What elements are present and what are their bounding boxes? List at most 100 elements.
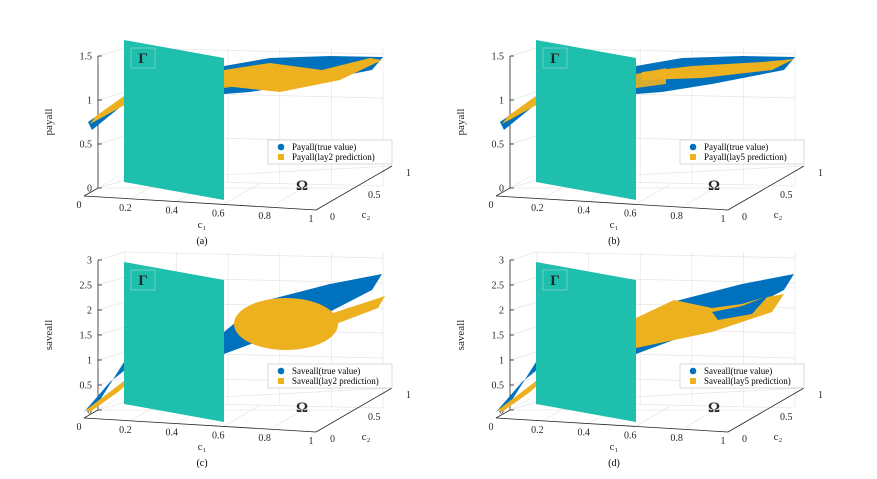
- z-tick-label: 1: [87, 96, 92, 107]
- z-tick-label: 2: [499, 306, 504, 317]
- legend-marker-true: [277, 367, 285, 375]
- legend-marker-pred: [690, 154, 696, 160]
- z-axis-base: [495, 187, 511, 197]
- z-axis-label: saveall: [455, 320, 467, 351]
- c1-tick-label: 0.6: [212, 208, 225, 219]
- gridline-z: [509, 251, 796, 261]
- panel-caption: (c): [196, 458, 207, 469]
- c1-tick-label: 0.2: [531, 425, 544, 436]
- c2-tick-label: 0: [330, 212, 335, 223]
- surface-true-left: [500, 82, 572, 130]
- z-axis-label: payall: [455, 109, 467, 136]
- legend-label-true: Payall(true value): [292, 142, 356, 152]
- omega-symbol: Ω: [708, 178, 720, 194]
- legend-marker-pred: [278, 378, 284, 384]
- c2-tick-label: 0.5: [368, 412, 381, 423]
- legend-marker-pred: [278, 154, 284, 160]
- c1-tick-label: 0.8: [670, 433, 683, 444]
- legend-marker-true: [277, 143, 285, 151]
- legend-marker-pred: [690, 378, 696, 384]
- c1-tick-label: 0.4: [578, 206, 591, 217]
- omega-symbol: Ω: [708, 400, 720, 416]
- surface-pred-right-tail: [330, 296, 385, 324]
- surface-pred-right: [224, 58, 382, 92]
- floor-grid: [269, 186, 305, 208]
- z-tick-label: 0.5: [492, 381, 505, 392]
- gamma-label-box: [542, 269, 568, 291]
- surface-pred-right: [642, 59, 794, 80]
- gamma-plane: [124, 262, 224, 422]
- chart-panel-d: 00.511.522.53saveall00.20.40.60.81c₁00.5…: [455, 251, 823, 469]
- c1-tick-label: 0.6: [624, 430, 637, 441]
- legend-label-pred: Payall(lay2 prediction): [292, 152, 375, 162]
- panel-caption: (d): [608, 458, 620, 469]
- c1-tick-label: 0.8: [258, 433, 271, 444]
- floor-grid: [269, 408, 305, 430]
- floor-grid: [681, 186, 717, 208]
- legend-label-pred: Saveall(lay5 prediction): [704, 376, 791, 386]
- z-tick-label: 1.5: [80, 52, 93, 63]
- c2-axis-label: c₂: [774, 209, 783, 221]
- z-tick-label: 2.5: [492, 281, 505, 292]
- c1-tick-label: 1: [309, 436, 314, 447]
- c1-tick-label: 0.4: [578, 428, 591, 439]
- c1-tick-label: 0.4: [166, 206, 179, 217]
- z-tick-label: 1: [499, 356, 504, 367]
- gamma-symbol: Γ: [138, 273, 148, 289]
- z-tick-label: 2.5: [80, 281, 93, 292]
- gamma-plane: [536, 262, 636, 422]
- legend-label-true: Payall(true value): [704, 142, 768, 152]
- surface-pred-right: [234, 298, 338, 350]
- floor-grid: [223, 184, 259, 205]
- c1-tick-label: 1: [721, 214, 726, 225]
- c1-tick-label: 0: [489, 200, 494, 211]
- z-tick-label: 0.5: [80, 381, 93, 392]
- c1-axis-label: c₁: [198, 441, 207, 453]
- c2-axis-line: [315, 165, 393, 211]
- c2-tick-label: 0.5: [780, 412, 793, 423]
- c1-tick-label: 0: [489, 422, 494, 433]
- c1-tick-label: 0.4: [166, 428, 179, 439]
- c1-axis-line: [495, 417, 729, 433]
- c1-axis-line: [83, 417, 317, 433]
- c2-tick-label: 0: [330, 434, 335, 445]
- panel-caption: (a): [196, 236, 207, 247]
- c2-axis-label: c₂: [362, 209, 371, 221]
- floor-grid: [635, 406, 671, 427]
- c1-tick-label: 0.2: [119, 425, 132, 436]
- z-axis-base: [495, 409, 511, 419]
- z-axis-base: [83, 187, 99, 197]
- c2-axis-line: [727, 387, 805, 433]
- z-axis-label: payall: [43, 109, 55, 136]
- c1-axis-label: c₁: [198, 219, 207, 231]
- z-tick-label: 0.5: [492, 140, 505, 151]
- chart-panel-a: 0 0.5 1 1.5 payall 0 0.2 0.4 0.6 0.8 1 c₁ 0 0.5 1 c₂ Ω Γ P…: [43, 40, 411, 247]
- c2-tick-label: 1: [406, 168, 411, 179]
- surface-pred-front-edge: [224, 68, 254, 88]
- omega-symbol: Ω: [296, 400, 308, 416]
- gamma-label-box: [130, 47, 156, 69]
- c1-tick-label: 0.8: [670, 211, 683, 222]
- c2-tick-label: 0: [742, 212, 747, 223]
- z-tick-label: 3: [499, 256, 504, 267]
- legend-marker-true: [689, 143, 697, 151]
- floor-grid: [681, 408, 717, 430]
- surface-true-left: [88, 82, 160, 130]
- surface-true-island: [712, 296, 768, 320]
- c2-axis-line: [315, 387, 393, 433]
- gamma-plane: [124, 40, 224, 200]
- chart-panel-c: 00.511.522.53saveall00.20.40.60.81c₁00.5…: [43, 251, 411, 469]
- legend-marker-true: [689, 367, 697, 375]
- c2-tick-label: 0: [742, 434, 747, 445]
- z-tick-label: 1.5: [80, 331, 93, 342]
- legend-box: [267, 139, 393, 165]
- c1-tick-label: 1: [309, 214, 314, 225]
- c2-tick-label: 0.5: [780, 190, 793, 201]
- surface-true-left: [84, 342, 160, 412]
- omega-symbol: Ω: [296, 178, 308, 194]
- c1-tick-label: 0.6: [624, 208, 637, 219]
- legend-box: [679, 139, 805, 165]
- c1-tick-label: 0: [77, 422, 82, 433]
- legend-label-pred: Saveall(lay2 prediction): [292, 376, 379, 386]
- c1-tick-label: 0.6: [212, 430, 225, 441]
